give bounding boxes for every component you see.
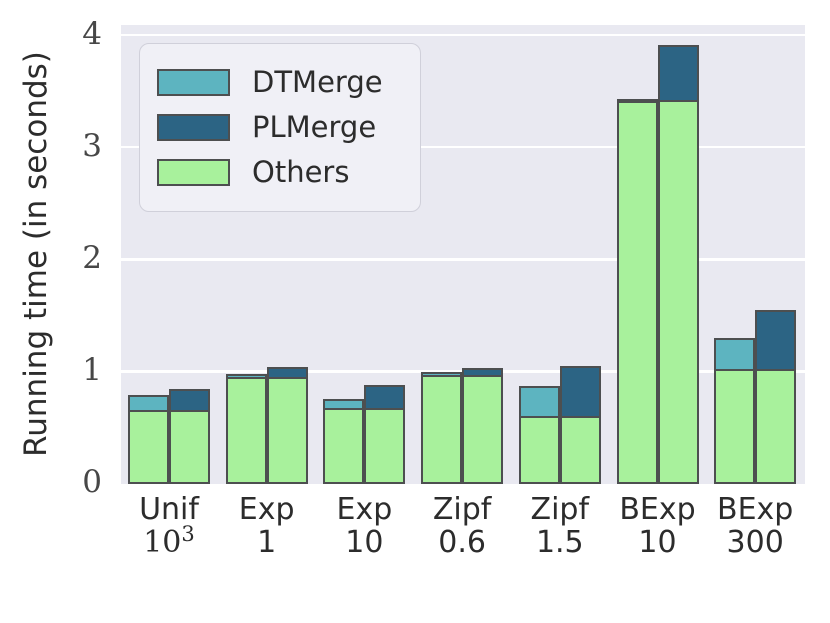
bar-plmerge-6-cap [757, 311, 795, 372]
y-tick-label-1: 1 [82, 352, 102, 388]
x-tick-label-2: Exp 10 [336, 492, 393, 560]
bar-dtmerge-1-cap [227, 375, 265, 380]
bar-plmerge-4 [559, 366, 601, 484]
bar-plmerge-0-cap [171, 390, 208, 412]
bar-plmerge-6 [755, 309, 797, 484]
bar-plmerge-1-cap [268, 369, 306, 380]
bar-dtmerge-3 [421, 371, 463, 484]
bar-dtmerge-2 [323, 398, 365, 484]
bar-plmerge-1 [266, 367, 308, 484]
gridline-y-3 [121, 145, 805, 149]
gridline-y-4 [121, 33, 805, 37]
bar-plmerge-3 [462, 368, 504, 484]
bar-dtmerge-1 [225, 373, 267, 484]
y-tick-label-0: 0 [82, 464, 102, 500]
bar-dtmerge-4 [518, 386, 560, 484]
legend-label: Others [252, 155, 350, 189]
bar-plmerge-4-cap [561, 368, 599, 418]
legend-item-plmerge: PLMerge [157, 113, 420, 142]
x-tick-label-3: Zipf 0.6 [432, 492, 492, 560]
bar-dtmerge-0-cap [130, 397, 167, 412]
bar-dtmerge-2-cap [325, 400, 363, 410]
y-tick-label-2: 2 [82, 240, 102, 276]
y-tick-label-3: 3 [82, 128, 102, 164]
legend-label: PLMerge [252, 110, 377, 144]
x-tick-label-1: Exp 1 [238, 492, 295, 560]
legend: DTMerge PLMerge Others [139, 43, 421, 212]
bar-dtmerge-6 [714, 338, 756, 484]
dtmerge-swatch-icon [157, 69, 230, 96]
bar-plmerge-2 [364, 385, 406, 484]
bar-plmerge-2-cap [366, 387, 404, 410]
legend-item-dtmerge: DTMerge [157, 68, 420, 97]
bar-dtmerge-5-cap [618, 100, 656, 103]
x-tick-label-0: Unif 103 [139, 492, 199, 560]
bar-plmerge-3-cap [464, 370, 502, 378]
others-swatch-icon [157, 159, 230, 186]
x-tick-label-4: Zipf 1.5 [530, 492, 590, 560]
legend-item-others: Others [157, 158, 420, 187]
bar-dtmerge-4-cap [520, 388, 558, 418]
plot-area: DTMerge PLMerge Others [121, 25, 805, 484]
bar-dtmerge-6-cap [716, 340, 754, 372]
gridline-y-2 [121, 258, 805, 261]
bar-dtmerge-5 [616, 98, 658, 484]
bar-plmerge-0 [169, 388, 210, 484]
plmerge-swatch-icon [157, 114, 230, 141]
bar-dtmerge-3-cap [423, 373, 461, 378]
bar-plmerge-5-cap [659, 46, 697, 102]
x-tick-label-5: BExp 10 [619, 492, 696, 560]
legend-label: DTMerge [252, 65, 383, 99]
bar-dtmerge-0 [128, 395, 169, 484]
x-tick-label-6: BExp 300 [717, 492, 794, 560]
bar-plmerge-5 [657, 44, 699, 484]
y-tick-label-4: 4 [82, 16, 102, 52]
